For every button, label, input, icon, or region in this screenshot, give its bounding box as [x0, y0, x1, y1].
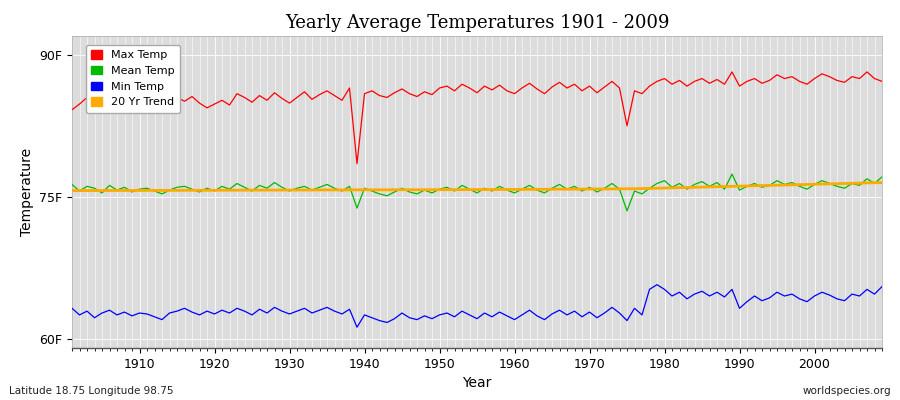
- Y-axis label: Temperature: Temperature: [20, 148, 33, 236]
- Text: worldspecies.org: worldspecies.org: [803, 386, 891, 396]
- Text: Latitude 18.75 Longitude 98.75: Latitude 18.75 Longitude 98.75: [9, 386, 174, 396]
- Legend: Max Temp, Mean Temp, Min Temp, 20 Yr Trend: Max Temp, Mean Temp, Min Temp, 20 Yr Tre…: [86, 45, 180, 113]
- Title: Yearly Average Temperatures 1901 - 2009: Yearly Average Temperatures 1901 - 2009: [284, 14, 670, 32]
- X-axis label: Year: Year: [463, 376, 491, 390]
